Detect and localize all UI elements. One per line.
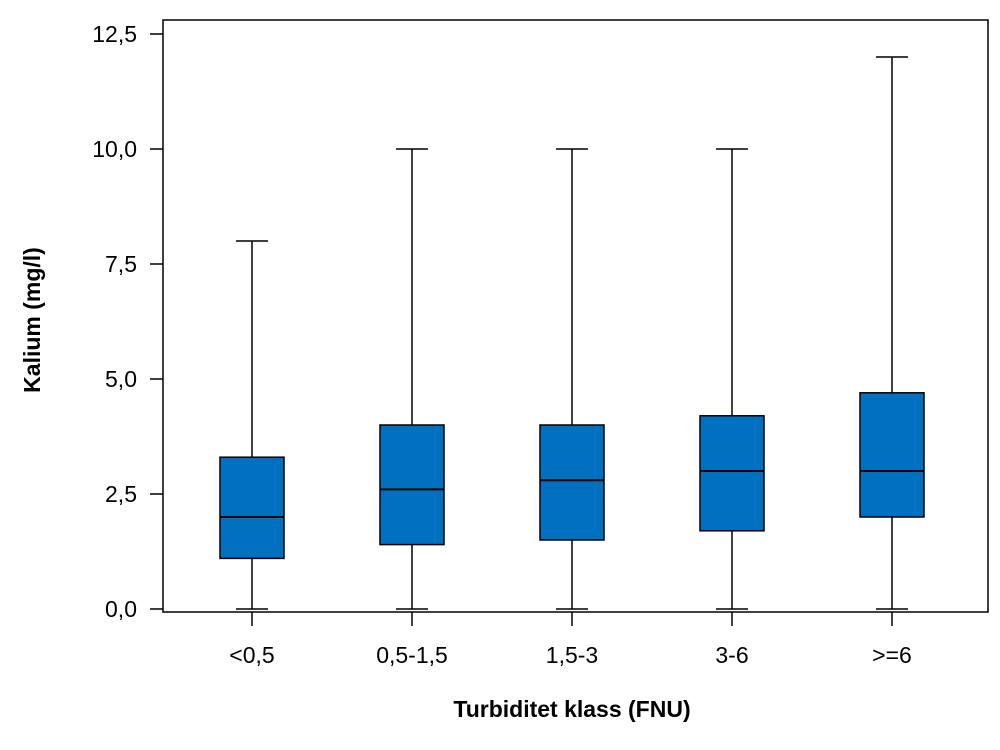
x-axis-title: Turbiditet klass (FNU) [453,696,690,722]
iqr-box [219,456,285,560]
y-tick-label: 5,0 [105,366,137,392]
box-5 [859,56,925,610]
y-tick-label: 7,5 [105,251,137,277]
box-series [219,56,925,610]
plot-frame [162,19,989,613]
box-1 [219,240,285,610]
iqr-box [379,424,445,546]
x-tick-label: >=6 [872,642,912,668]
box-4 [699,148,765,610]
y-tick-label: 0,0 [105,596,137,622]
y-tick-label: 2,5 [105,481,137,507]
y-axis-title: Kalium (mg/l) [19,247,45,393]
iqr-box [539,424,605,541]
box-2 [379,148,445,610]
x-tick-label: <0,5 [229,642,274,668]
y-tick-label: 10,0 [92,136,137,162]
x-tick-label: 3-6 [715,642,748,668]
iqr-box [699,415,765,532]
y-axis: 0,0 2,5 5,0 7,5 10,0 12,5 [92,21,163,622]
y-tick-label: 12,5 [92,21,137,47]
x-tick-label: 1,5-3 [546,642,598,668]
iqr-box [859,392,925,518]
x-axis: <0,5 0,5-1,5 1,5-3 3-6 >=6 [229,612,912,668]
x-tick-label: 0,5-1,5 [376,642,448,668]
box-3 [539,148,605,610]
